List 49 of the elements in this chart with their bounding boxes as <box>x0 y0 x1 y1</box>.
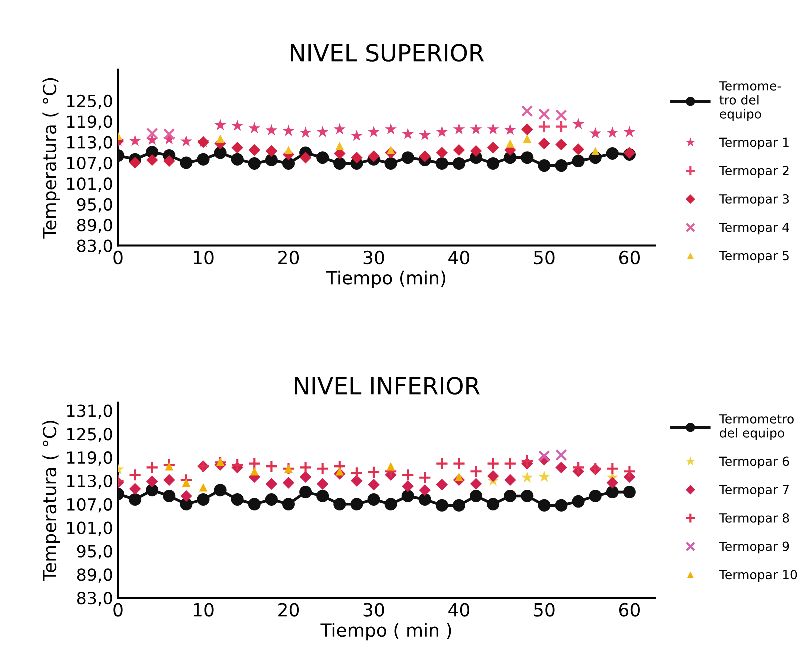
y-tick-label: 89,0 <box>77 568 112 583</box>
y-axis-title: Temperatura ( °C) <box>42 78 60 239</box>
x-axis-title: Tiempo ( min ) <box>320 623 452 641</box>
x-tick-label: 20 <box>278 250 300 265</box>
x-tick-label: 60 <box>619 603 640 617</box>
y-tick-label: 83,0 <box>77 240 112 254</box>
x-tick-label: 30 <box>364 250 384 265</box>
x-tick-label: 40 <box>448 603 470 617</box>
x-tick-label: 50 <box>534 250 555 265</box>
x-tick-label: 0 <box>114 603 123 617</box>
legend-label: Termopar 5 <box>719 251 789 264</box>
y-tick-label: 125,0 <box>68 94 112 110</box>
legend-label: Termopar 9 <box>719 542 790 554</box>
x-tick-label: 10 <box>194 250 214 265</box>
y-tick-label: 83,0 <box>77 592 112 606</box>
x-tick-label: 50 <box>534 603 555 617</box>
y-tick-label: 125,0 <box>68 428 112 442</box>
legend-label: Termopar 2 <box>719 166 789 178</box>
x-tick-label: 30 <box>364 603 384 617</box>
y-tick-label: 113,0 <box>68 474 112 490</box>
y-tick-label: 89,0 <box>77 219 112 234</box>
x-tick-label: 60 <box>619 250 640 265</box>
x-tick-label: 0 <box>114 250 123 265</box>
y-tick-label: 95,0 <box>77 198 112 213</box>
chart-title: NIVEL INFERIOR <box>295 377 480 395</box>
y-tick-label: 107,0 <box>68 498 112 513</box>
y-tick-label: 119,0 <box>68 452 112 466</box>
y-tick-label: 101,0 <box>68 522 112 536</box>
y-tick-label: 131,0 <box>68 404 112 420</box>
y-tick-label: 113,0 <box>68 136 112 151</box>
legend-label: Termopar 6 <box>719 456 790 469</box>
y-tick-label: 95,0 <box>77 545 112 560</box>
legend-label: Termometro del equipo <box>719 414 794 440</box>
legend-label: Termopar 1 <box>719 138 789 150</box>
x-axis-title: Tiempo (min) <box>326 270 446 288</box>
x-tick-label: 20 <box>278 603 300 617</box>
legend-label: Termome- tro del equipo <box>719 82 782 122</box>
chart-title: NIVEL SUPERIOR <box>291 44 484 62</box>
y-tick-label: 107,0 <box>68 156 112 172</box>
x-tick-label: 10 <box>194 603 214 617</box>
legend-label: Termopar 10 <box>719 570 798 582</box>
x-tick-label: 40 <box>448 250 470 265</box>
y-axis-title: Temperatura ( °C) <box>42 421 60 582</box>
legend-label: Termopar 8 <box>719 513 790 526</box>
legend-label: Termopar 3 <box>719 194 790 206</box>
legend-label: Termopar 4 <box>719 222 790 235</box>
y-tick-label: 119,0 <box>68 116 112 130</box>
y-tick-label: 101,0 <box>68 178 112 192</box>
legend-label: Termopar 7 <box>719 485 789 497</box>
